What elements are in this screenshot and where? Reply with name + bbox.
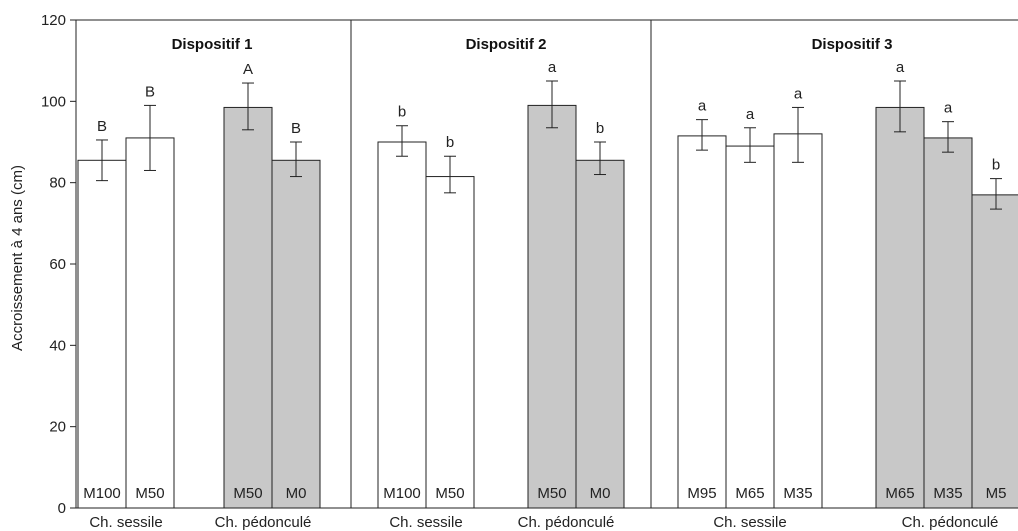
bar (875, 106, 925, 509)
y-axis-label: Accroissement à 4 ans (cm) (9, 165, 26, 351)
group-label: Ch. pédonculé (902, 514, 999, 531)
bar-label: M50 (135, 485, 164, 502)
bar (125, 137, 175, 509)
group-label: Ch. sessile (89, 514, 162, 531)
group-label: Ch. pédonculé (215, 514, 312, 531)
y-tick-label: 20 (49, 419, 66, 436)
bar (923, 137, 973, 509)
significance-label: A (243, 61, 253, 78)
y-tick-label: 60 (49, 256, 66, 273)
y-tick-label: 40 (49, 337, 66, 354)
bar (725, 145, 775, 509)
panel-title: Dispositif 2 (466, 36, 547, 53)
bar-label: M5 (986, 485, 1007, 502)
significance-label: b (398, 104, 406, 121)
bar-label: M35 (783, 485, 812, 502)
significance-label: b (446, 134, 454, 151)
significance-label: a (698, 98, 707, 115)
y-tick-label: 100 (41, 93, 66, 110)
bar (677, 135, 727, 509)
bar (377, 141, 427, 509)
bar (425, 176, 475, 509)
bar-label: M65 (735, 485, 764, 502)
significance-label: a (746, 106, 755, 123)
significance-label: a (548, 59, 557, 76)
significance-label: B (291, 120, 301, 137)
bar-label: M100 (83, 485, 121, 502)
panel-title: Dispositif 3 (812, 36, 893, 53)
bar-label: M50 (233, 485, 262, 502)
group-label: Ch. pédonculé (518, 514, 615, 531)
bar (77, 159, 127, 509)
bar (223, 106, 273, 509)
bar-label: M50 (435, 485, 464, 502)
labels-layer: Dispositif 1 B M100 B M50 Ch. sessile A M50 B M0 C… (83, 36, 1006, 531)
significance-label: a (896, 59, 905, 76)
bar-label: M95 (687, 485, 716, 502)
significance-label: b (596, 120, 604, 137)
significance-label: B (145, 83, 155, 100)
panel-title: Dispositif 1 (172, 36, 253, 53)
bar-label: M0 (286, 485, 307, 502)
significance-label: b (992, 157, 1000, 174)
bar (575, 159, 625, 509)
bar-label: M65 (885, 485, 914, 502)
bar-label: M35 (933, 485, 962, 502)
y-tick-label: 120 (41, 12, 66, 29)
significance-label: a (944, 100, 953, 117)
bar-label: M0 (590, 485, 611, 502)
y-tick-label: 80 (49, 175, 66, 192)
y-tick-label: 0 (58, 500, 66, 517)
group-label: Ch. sessile (389, 514, 462, 531)
bars-layer (77, 80, 1018, 509)
bar (527, 104, 577, 509)
bar (773, 133, 823, 509)
significance-label: a (794, 85, 803, 102)
bar (271, 159, 321, 509)
bar (971, 194, 1018, 509)
significance-label: B (97, 118, 107, 135)
bar-label: M50 (537, 485, 566, 502)
group-label: Ch. sessile (713, 514, 786, 531)
bar-label: M100 (383, 485, 421, 502)
